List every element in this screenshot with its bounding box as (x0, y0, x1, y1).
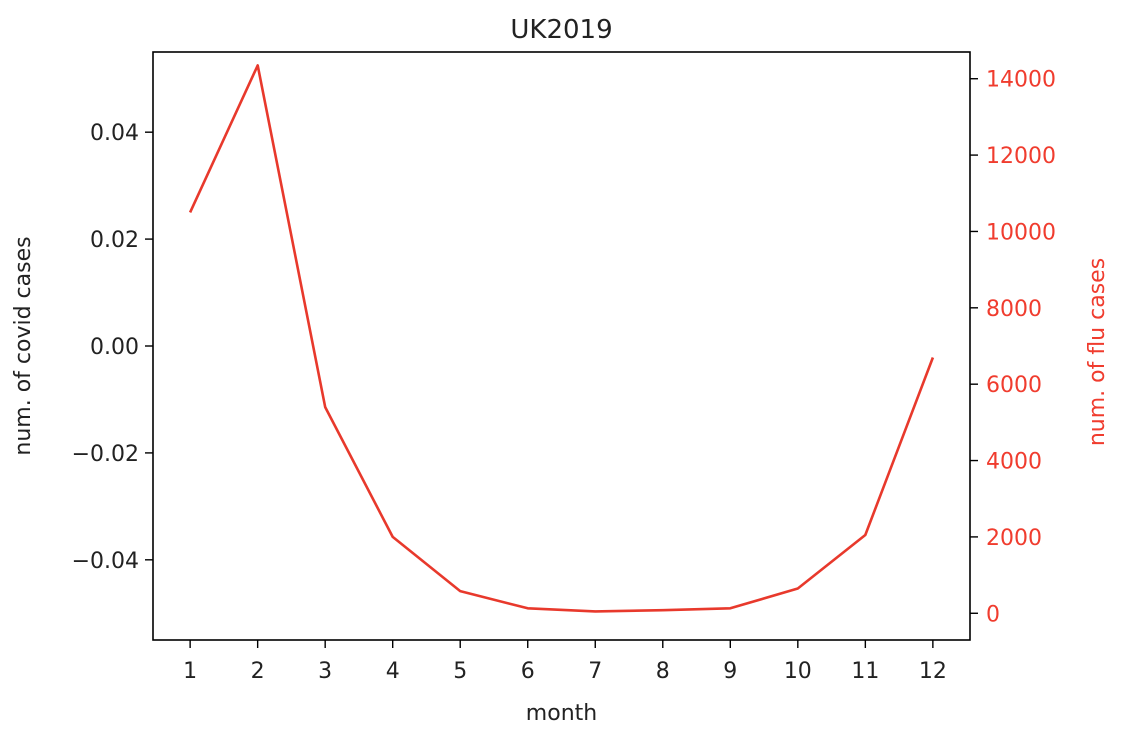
right-tick-label: 10000 (986, 220, 1056, 245)
left-y-axis-label: num. of covid cases (11, 236, 36, 455)
left-tick-label: 0.04 (90, 121, 139, 146)
x-tick-label: 11 (851, 659, 879, 684)
plot-area-frame (152, 51, 971, 641)
x-tick-label: 2 (251, 659, 265, 684)
x-tick-label: 1 (183, 659, 197, 684)
chart-title: UK2019 (510, 15, 612, 45)
right-y-axis-label: num. of flu cases (1085, 258, 1110, 446)
right-y-axis-ticks: 0 2000 4000 6000 8000 10000 12000 14000 (970, 68, 1056, 627)
right-tick-label: 0 (986, 602, 1000, 627)
x-tick-label: 5 (453, 659, 467, 684)
right-tick-label: 6000 (986, 373, 1042, 398)
left-tick-label: −0.02 (72, 442, 139, 467)
left-y-axis-ticks: 0.04 0.02 0.00 −0.02 −0.04 (72, 121, 153, 574)
series-layer (188, 64, 935, 613)
x-axis-label: month (526, 701, 597, 726)
x-tick-label: 9 (723, 659, 737, 684)
x-tick-label: 8 (656, 659, 670, 684)
left-tick-label: −0.04 (72, 549, 139, 574)
left-tick-label: 0.00 (90, 335, 139, 360)
x-axis-ticks: 1 2 3 4 5 6 7 8 9 10 11 12 (183, 640, 947, 684)
x-tick-label: 10 (784, 659, 812, 684)
right-tick-label: 2000 (986, 526, 1042, 551)
right-tick-label: 12000 (986, 144, 1056, 169)
x-tick-label: 3 (318, 659, 332, 684)
left-tick-label: 0.02 (90, 228, 139, 253)
x-tick-label: 4 (386, 659, 400, 684)
right-tick-label: 4000 (986, 450, 1042, 475)
x-tick-label: 12 (919, 659, 947, 684)
right-tick-label: 14000 (986, 68, 1056, 93)
x-tick-label: 6 (521, 659, 535, 684)
x-tick-label: 7 (588, 659, 602, 684)
series-line (188, 64, 935, 613)
right-tick-label: 8000 (986, 297, 1042, 322)
